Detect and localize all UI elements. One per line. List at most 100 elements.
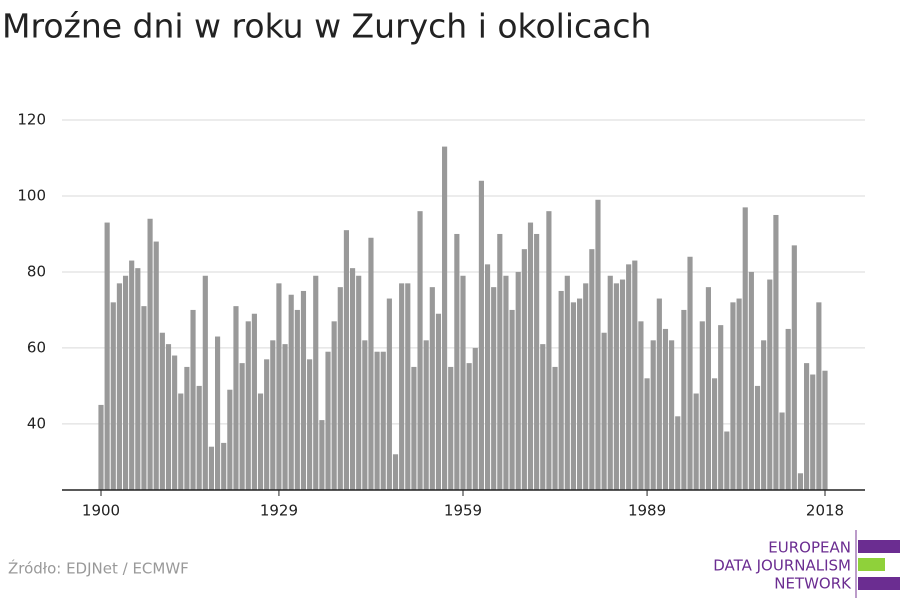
bar [380,351,386,490]
bar [172,355,178,490]
bar [251,313,257,490]
bar [521,249,527,490]
bar [546,211,552,491]
bar [325,351,331,490]
bar [208,446,215,490]
bar [736,298,742,490]
y-tick-label: 40 [27,414,46,432]
logo-bar [858,577,900,590]
logo-text: DATA JOURNALISM [713,557,851,575]
bar [221,442,227,490]
bar [632,260,638,490]
bar [509,309,515,490]
x-tick-label: 1900 [82,502,120,520]
bar [576,298,583,490]
bar [484,264,491,490]
bar [429,287,435,490]
bar [331,321,337,490]
bar [129,260,135,490]
bar [116,283,122,490]
bar [711,378,718,490]
bar [466,363,472,490]
bar [227,389,233,490]
bar [313,275,319,490]
bar [497,233,503,490]
bar [583,283,589,490]
bar [570,302,577,490]
bar [589,249,595,490]
bar [190,309,196,490]
bar [687,256,693,490]
bar [165,344,172,490]
bar [374,351,380,490]
bar [816,302,822,490]
bar [626,264,632,490]
chart-title: Mroźne dni w roku w Zurych i okolicach [2,7,651,46]
bar [141,306,147,490]
bar [791,245,797,490]
bar [135,268,141,490]
bar [153,241,159,490]
bar [472,347,478,490]
bar [681,309,687,490]
bar [239,363,245,490]
bar [767,279,773,490]
bar [656,298,662,490]
bar [405,283,411,490]
bar [601,332,607,490]
bar [693,393,699,490]
bar [362,340,368,490]
bar [754,385,761,490]
bar [307,359,313,490]
bar [564,275,570,490]
bar [245,321,251,490]
bar [460,275,466,490]
bar [540,344,546,490]
logo-text: NETWORK [774,575,852,593]
logo-text: EUROPEAN [768,539,851,557]
bar [699,321,705,490]
bar [288,294,294,490]
bar [534,233,540,490]
bar [613,283,619,490]
bar [761,340,767,490]
bar [527,222,534,490]
bar [448,366,454,490]
bar [454,233,460,490]
bar [411,366,417,490]
bar [110,302,116,490]
bar [491,287,497,490]
bar [159,332,165,490]
bar [515,271,521,490]
bar [386,298,392,490]
bar [748,271,754,490]
bar [779,412,785,490]
bar [742,207,748,491]
bar [662,328,669,490]
bar [282,344,288,490]
bar [349,268,356,490]
bar [675,416,681,490]
bar [343,230,350,490]
bar [202,275,208,490]
bar [214,336,221,490]
bar [822,370,828,490]
bar [337,287,343,490]
bar [724,431,730,490]
bar [595,199,601,491]
x-tick-label: 1929 [260,502,298,520]
logo-bar [858,540,900,553]
bar [98,404,104,490]
bar [718,325,724,490]
bar [638,321,644,490]
x-tick-label: 1959 [444,502,482,520]
bar [399,283,405,490]
bar [503,275,509,490]
y-tick-label: 80 [27,262,46,280]
bar [264,359,270,490]
bar [773,214,779,491]
bar [730,302,736,490]
bar [619,279,626,490]
bar [797,473,804,490]
